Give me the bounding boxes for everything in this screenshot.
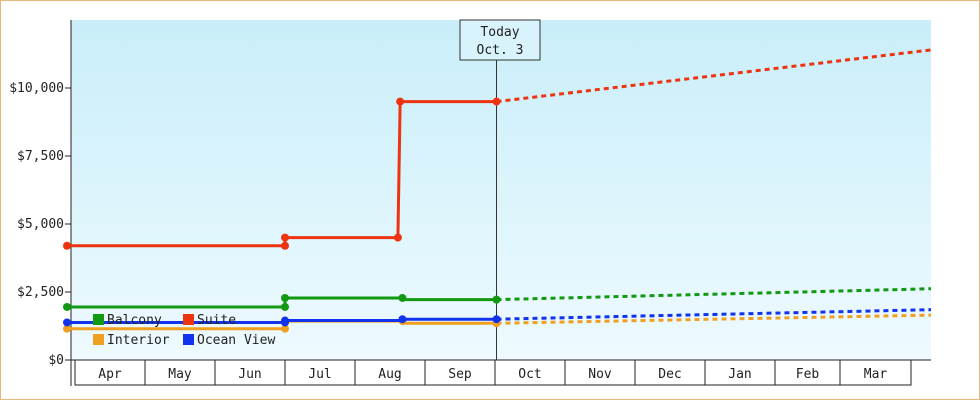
legend-swatch <box>183 314 194 325</box>
series-line-actual <box>67 317 497 324</box>
legend-item[interactable]: Ocean View <box>183 333 275 348</box>
data-point[interactable] <box>281 316 289 325</box>
legend-label: Interior <box>107 333 170 348</box>
legend: Balcony Suite Interior Ocean View <box>93 313 275 348</box>
series-layer <box>63 48 932 333</box>
data-point[interactable] <box>393 233 402 242</box>
data-point[interactable] <box>281 324 289 333</box>
series-line-forecast <box>496 48 932 104</box>
x-tick-label: Feb <box>796 367 820 382</box>
data-point[interactable] <box>492 295 501 304</box>
data-point[interactable] <box>398 315 407 324</box>
x-tick-label: Oct <box>518 367 541 382</box>
x-tick-label: Dec <box>658 367 681 382</box>
data-point[interactable] <box>281 293 289 302</box>
x-tick-label: May <box>168 367 192 382</box>
y-tick-label: $2,500 <box>17 285 64 300</box>
y-axis: $0 $2,500 $5,000 $7,500 $10,000 <box>9 20 931 386</box>
x-axis: Apr May Jun Jul Aug Sep Oct Nov Dec Jan Feb Mar <box>74 359 912 386</box>
x-tick-label: Jul <box>308 367 331 382</box>
legend-swatch <box>183 334 194 345</box>
legend-swatch <box>93 314 104 325</box>
plot-background <box>71 20 931 360</box>
legend-item[interactable]: Balcony <box>93 313 162 328</box>
y-tick-label: $5,000 <box>17 217 64 232</box>
data-point[interactable] <box>492 315 501 324</box>
x-tick-label: Jan <box>728 367 751 382</box>
data-point[interactable] <box>63 302 71 311</box>
x-tick-label: Nov <box>588 367 612 382</box>
legend-swatch <box>93 334 104 345</box>
data-point[interactable] <box>396 97 405 106</box>
data-point[interactable] <box>281 233 289 242</box>
series-balcony <box>63 287 932 311</box>
legend-item[interactable]: Interior <box>93 333 170 348</box>
x-tick-label: Jun <box>238 367 261 382</box>
today-marker: Today Oct. 3 <box>459 19 541 360</box>
data-point[interactable] <box>492 97 501 106</box>
x-tick-label: Aug <box>378 367 401 382</box>
series-ocean-view <box>63 308 932 327</box>
series-suite <box>63 48 932 250</box>
data-point[interactable] <box>63 318 71 327</box>
data-point[interactable] <box>281 241 289 250</box>
x-tick-label: Mar <box>864 367 888 382</box>
x-tick-label: Apr <box>98 367 122 382</box>
legend-label: Balcony <box>107 313 162 328</box>
series-line-actual <box>67 296 497 309</box>
data-point[interactable] <box>63 241 71 250</box>
today-box <box>459 19 541 61</box>
series-line-forecast <box>496 287 932 302</box>
series-line-forecast <box>496 313 932 325</box>
legend-label: Ocean View <box>197 333 275 348</box>
series-line-actual <box>67 100 497 248</box>
y-tick-label: $10,000 <box>9 81 64 96</box>
today-date-label: Oct. 3 <box>477 43 524 58</box>
data-point[interactable] <box>63 324 71 333</box>
series-line-forecast <box>496 308 932 321</box>
x-tick-label: Sep <box>448 367 472 382</box>
today-label: Today <box>480 25 519 40</box>
month-strip <box>74 359 912 386</box>
y-tick-label: $0 <box>48 353 64 368</box>
data-point[interactable] <box>398 293 407 302</box>
legend-item[interactable]: Suite <box>183 313 236 328</box>
legend-label: Suite <box>197 313 236 328</box>
data-point[interactable] <box>281 302 289 311</box>
y-tick-label: $7,500 <box>17 149 64 164</box>
